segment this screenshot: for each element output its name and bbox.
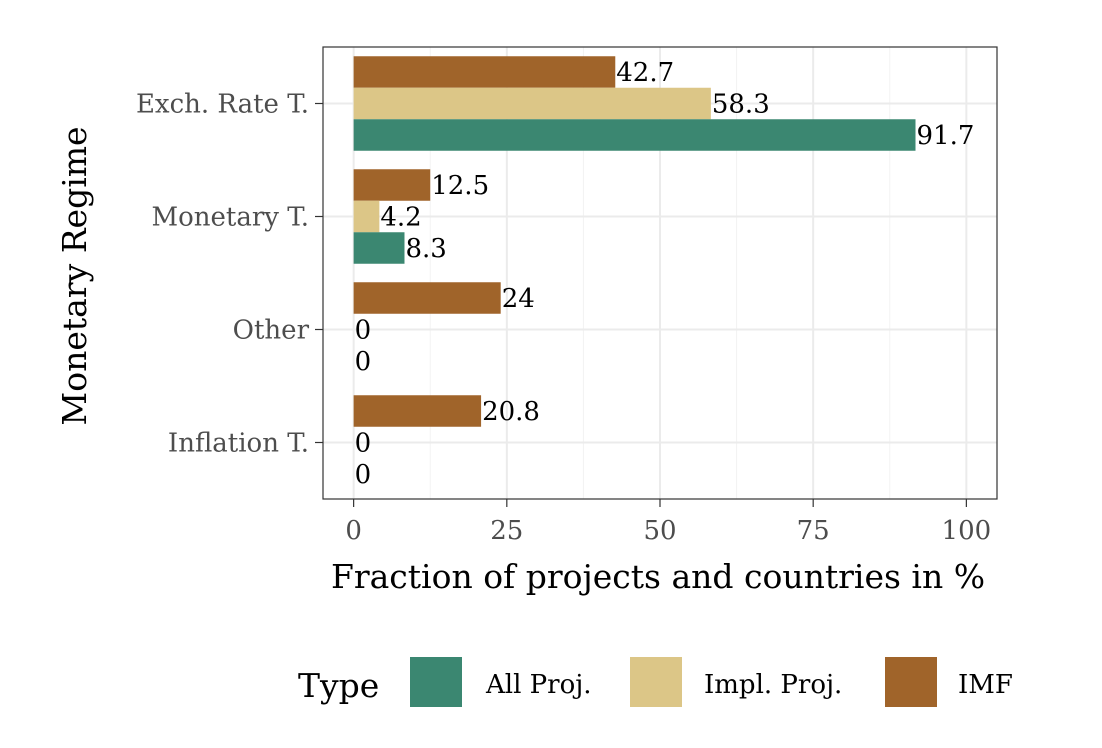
x-tick-label: 0 (345, 516, 362, 546)
y-tick-label: Exch. Rate T. (136, 90, 309, 120)
x-tick-label: 25 (490, 516, 523, 546)
data-label: 12.5 (431, 171, 489, 201)
bar (353, 282, 501, 314)
y-axis-title: Monetary Regime (55, 126, 94, 425)
legend-label: Impl. Proj. (704, 670, 842, 700)
x-tick-label: 100 (942, 516, 992, 546)
legend-label: All Proj. (485, 670, 592, 700)
legend-title: Type (298, 666, 379, 705)
x-axis-ticks: 0 25 50 75 100 (345, 499, 991, 546)
y-tick-label: Other (233, 316, 310, 346)
legend-key (885, 657, 937, 707)
data-label: 4.2 (380, 203, 421, 233)
bar (353, 169, 431, 201)
data-label: 91.7 (917, 121, 975, 151)
bars (353, 56, 916, 427)
data-label: 0 (355, 460, 372, 490)
bar (353, 87, 711, 120)
bar (353, 395, 482, 427)
data-label: 0 (355, 429, 372, 459)
data-label: 8.3 (405, 234, 446, 264)
x-tick-label: 50 (643, 516, 676, 546)
data-label: 42.7 (616, 58, 674, 88)
legend-key (630, 657, 682, 707)
legend-key (410, 657, 462, 707)
y-axis-ticks: Exch. Rate T. Monetary T. Other Inflation T… (136, 90, 323, 459)
x-tick-label: 75 (797, 516, 830, 546)
legend-label: IMF (958, 670, 1013, 700)
data-label: 0 (355, 347, 372, 377)
bar (353, 56, 616, 88)
bar (353, 200, 380, 233)
data-label: 24 (502, 284, 535, 314)
data-label: 0 (355, 316, 372, 346)
legend: Type All Proj. Impl. Proj. IMF (298, 657, 1013, 707)
y-tick-label: Monetary T. (151, 203, 309, 233)
y-tick-label: Inflation T. (168, 429, 309, 459)
data-label: 58.3 (712, 90, 770, 120)
x-axis-title: Fraction of projects and countries in % (331, 557, 985, 596)
data-label: 20.8 (482, 397, 540, 427)
bar (353, 119, 916, 151)
bar (353, 232, 405, 264)
